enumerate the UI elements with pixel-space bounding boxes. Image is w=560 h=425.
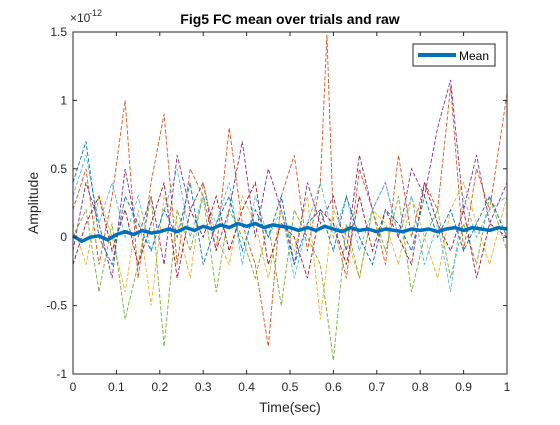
y-axis-ticks: -1 -0.5 0 0.5 1 1.5 [46,25,507,381]
y-tick-label: -0.5 [46,299,67,313]
x-tick-label: 0 [70,380,77,394]
y-tick-label: 1.5 [50,25,67,39]
trial-line-5 [72,154,508,292]
x-tick-label: 1 [504,380,511,394]
x-tick-label: 0.2 [151,380,168,394]
y-tick-label: 0.5 [50,162,67,176]
x-tick-label: 0.8 [412,380,429,394]
x-tick-label: 0.5 [282,380,299,394]
trial-line-7 [72,141,508,267]
legend-label-mean: Mean [459,49,489,63]
y-exponent-power: -12 [89,8,102,18]
x-axis-ticks: 0 0.1 0.2 0.3 0.4 0.5 0.6 0.7 0.8 0.9 1 [70,32,511,394]
chart-title: Fig5 FC mean over trials and raw [180,11,400,27]
x-tick-label: 0.3 [195,380,212,394]
trial-line-1 [72,34,508,347]
x-tick-label: 0.7 [368,380,385,394]
y-exponent-base: ×10 [70,11,91,25]
y-tick-label: 1 [60,93,67,107]
mean-line-layer [72,221,508,244]
x-tick-label: 0.4 [238,380,255,394]
x-axis-label: Time(sec) [259,399,321,415]
mean-line [72,221,508,244]
y-tick-label: -1 [56,367,67,381]
legend: Mean [412,43,496,67]
trial-line-4 [72,196,508,361]
trial-lines [72,34,508,361]
y-exponent-label: ×10 -12 [70,8,102,25]
x-tick-label: 0.6 [325,380,342,394]
trial-line-3 [72,79,508,279]
x-tick-label: 0.9 [455,380,472,394]
y-tick-label: 0 [60,230,67,244]
x-tick-label: 0.1 [108,380,125,394]
trial-line-2 [72,181,508,320]
y-axis-label: Amplitude [25,172,41,234]
